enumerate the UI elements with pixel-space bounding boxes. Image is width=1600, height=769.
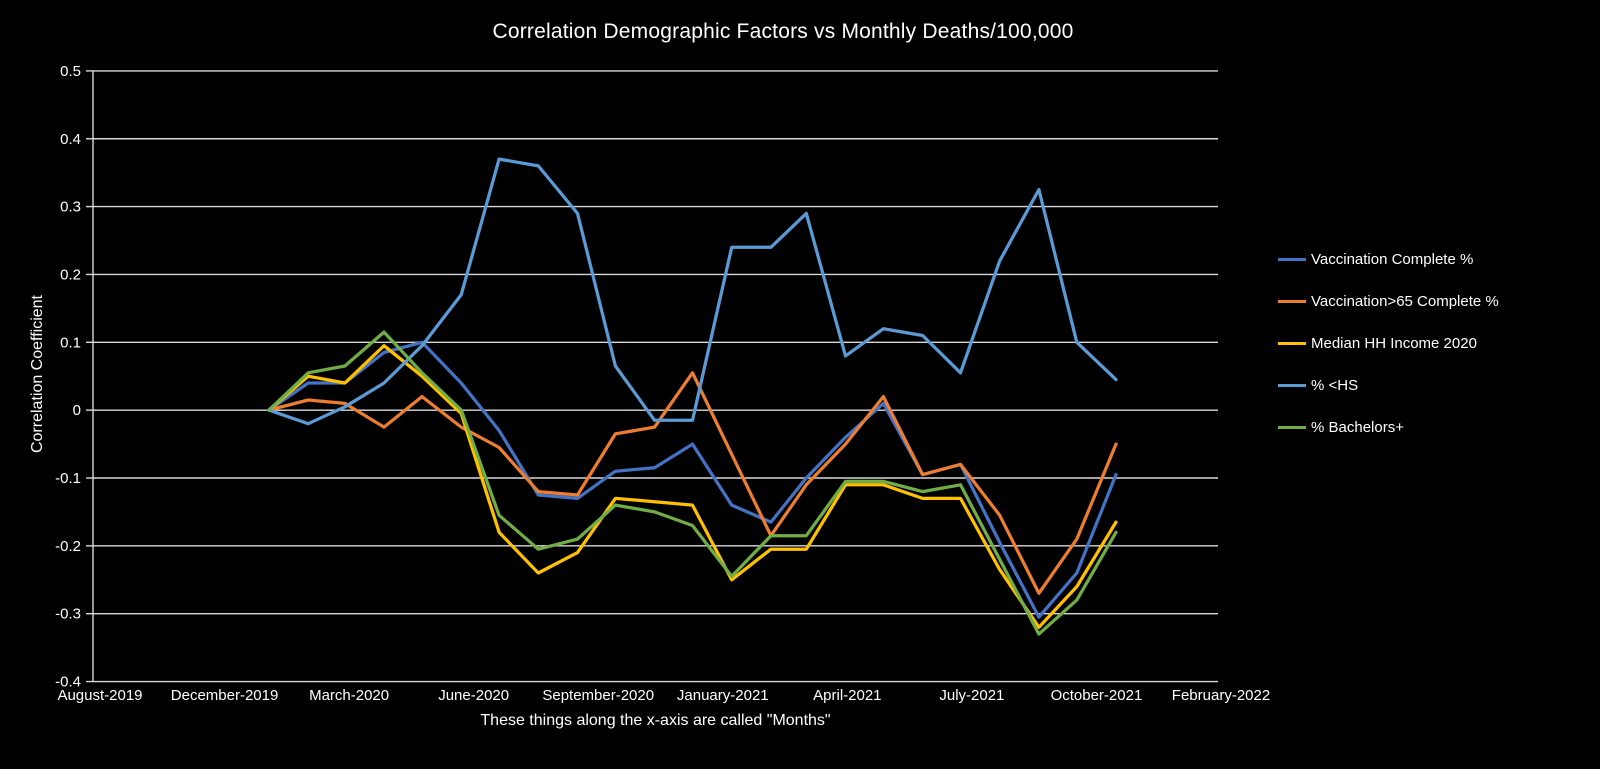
series-line-hs	[267, 157, 1118, 426]
y-tick-label: -0.2	[55, 538, 81, 555]
x-tick-label: December-2019	[171, 687, 279, 704]
y-tick-label: 0.5	[60, 63, 81, 80]
legend-label: Median HH Income 2020	[1311, 334, 1477, 352]
legend-line-swatch	[1278, 341, 1306, 345]
series-line-bachelors	[267, 330, 1118, 636]
series-line-median-hh-income-2020	[267, 344, 1118, 629]
x-tick-label: January-2021	[677, 687, 769, 704]
x-tick-label: September-2020	[542, 687, 654, 704]
legend-item: % <HS	[1278, 375, 1358, 395]
y-tick-label: 0.1	[60, 334, 81, 351]
x-tick-label: August-2019	[57, 687, 142, 704]
series-line-vaccination-complete	[267, 340, 1118, 619]
x-axis-title: These things along the x-axis are called…	[480, 712, 831, 729]
legend-label: % <HS	[1311, 376, 1359, 394]
y-tick-label: -0.1	[55, 470, 81, 487]
legend-item: Vaccination>65 Complete %	[1278, 291, 1499, 311]
y-tick-label: 0.3	[60, 199, 81, 216]
x-tick-label: February-2022	[1172, 687, 1270, 704]
x-tick-label: April-2021	[813, 687, 881, 704]
x-tick-label: March-2020	[309, 687, 389, 704]
legend-item: Vaccination Complete %	[1278, 249, 1473, 269]
y-tick-label: 0.2	[60, 266, 81, 283]
legend-label: Vaccination>65 Complete %	[1311, 292, 1499, 310]
y-tick-label: -0.3	[55, 606, 81, 623]
chart-title: Correlation Demographic Factors vs Month…	[492, 20, 1074, 43]
legend-line-swatch	[1278, 299, 1306, 303]
y-tick-label: 0	[73, 402, 81, 419]
legend-line-swatch	[1278, 257, 1306, 261]
y-tick-label: -0.4	[55, 674, 81, 691]
y-tick-label: 0.4	[60, 131, 81, 148]
x-tick-label: June-2020	[438, 687, 509, 704]
legend-line-swatch	[1278, 383, 1306, 387]
x-tick-label: October-2021	[1051, 687, 1143, 704]
series-line-vaccination-65-complete	[267, 371, 1118, 595]
x-tick-label: July-2021	[939, 687, 1004, 704]
legend-label: % Bachelors+	[1311, 418, 1404, 436]
legend-label: Vaccination Complete %	[1311, 250, 1474, 268]
legend-line-swatch	[1278, 425, 1306, 429]
legend-item: % Bachelors+	[1278, 417, 1404, 437]
legend-item: Median HH Income 2020	[1278, 333, 1477, 353]
